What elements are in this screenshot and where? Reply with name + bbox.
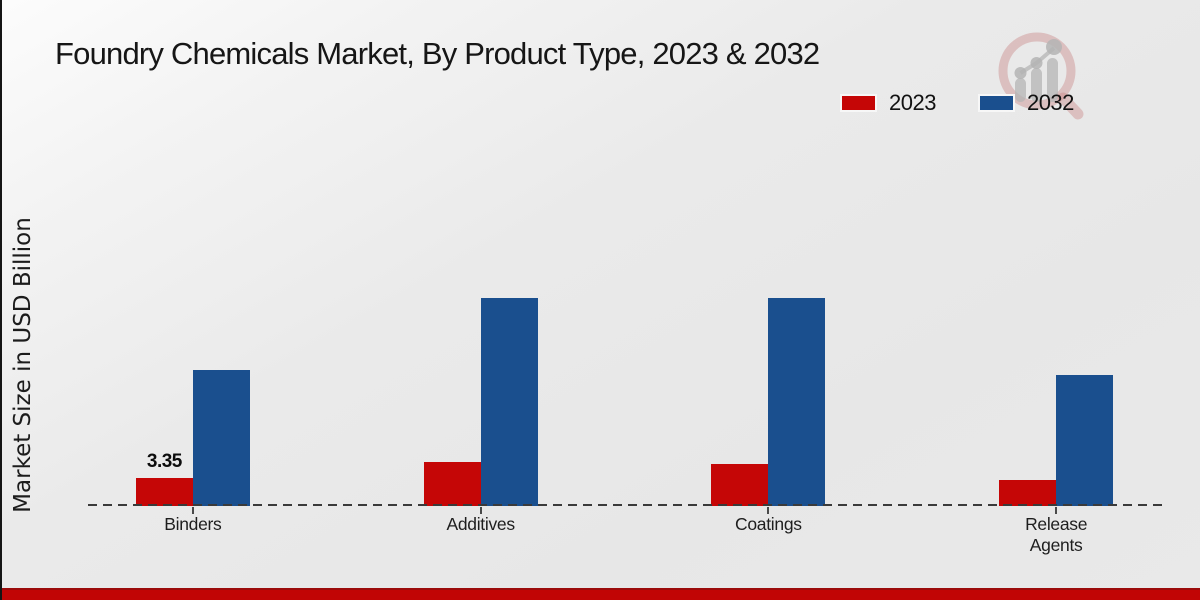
bar-2032-additives xyxy=(480,298,538,506)
legend: 2023 2032 xyxy=(840,90,1074,116)
bar-2032-binders xyxy=(192,370,250,506)
category-group-coatings: Coatings xyxy=(625,0,913,534)
legend-item-2023: 2023 xyxy=(840,90,936,116)
category-group-additives: Additives xyxy=(337,0,625,534)
magnifier-bar-chart-logo-icon xyxy=(990,28,1086,120)
bar-2023-binders: 3.35 xyxy=(135,451,193,506)
bar-2023-release-agents xyxy=(999,480,1057,506)
footer-strip xyxy=(0,588,1200,600)
category-label-additives: Additives xyxy=(446,514,515,534)
bar-2032-coatings xyxy=(768,298,826,506)
bar-2032-release-agents xyxy=(1056,375,1114,506)
bar-pair-additives xyxy=(423,298,538,506)
left-edge-line xyxy=(0,0,2,600)
category-label-binders: Binders xyxy=(164,514,222,534)
category-label-release-agents: Release Agents xyxy=(1025,514,1088,555)
legend-item-2032: 2032 xyxy=(977,90,1074,116)
x-axis-baseline xyxy=(88,504,1163,506)
legend-label-2023: 2023 xyxy=(889,90,936,115)
plot-area: 3.35 Binders Additives Coatings Release Agen… xyxy=(49,0,1200,555)
bar-2023-coatings xyxy=(711,464,769,506)
legend-swatch-2032 xyxy=(977,94,1015,112)
category-group-release-agents: Release Agents xyxy=(912,0,1200,555)
category-group-binders: 3.35 Binders xyxy=(49,0,337,534)
x-axis-tick-additives xyxy=(479,507,482,514)
x-axis-tick-coatings xyxy=(767,507,770,514)
bar-2023-additives xyxy=(423,462,481,506)
y-axis-label: Market Size in USD Billion xyxy=(10,217,36,513)
x-axis-tick-release-agents xyxy=(1055,507,1058,514)
chart-title: Foundry Chemicals Market, By Product Typ… xyxy=(55,36,820,71)
category-label-coatings: Coatings xyxy=(735,514,802,534)
bar-pair-binders: 3.35 xyxy=(135,370,250,506)
bar-value-label-2023-binders: 3.35 xyxy=(146,451,182,472)
x-axis-tick-binders xyxy=(191,507,194,514)
bar-pair-release-agents xyxy=(999,375,1114,506)
legend-swatch-2023 xyxy=(840,94,877,112)
bar-pair-coatings xyxy=(711,298,826,506)
legend-label-2032: 2032 xyxy=(1026,90,1074,115)
